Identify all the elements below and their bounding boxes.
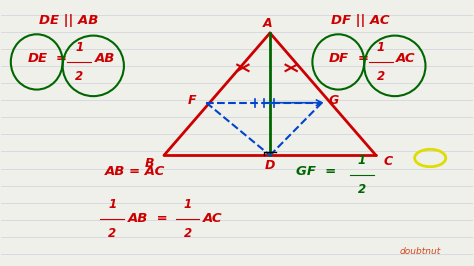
Text: AB: AB	[95, 52, 115, 65]
Text: 1: 1	[108, 198, 116, 211]
Text: 2: 2	[377, 70, 385, 83]
Text: DF || AC: DF || AC	[331, 14, 390, 27]
Text: =: =	[357, 52, 368, 65]
Text: 2: 2	[183, 227, 191, 239]
Text: AB = AC: AB = AC	[105, 165, 165, 178]
Text: 2: 2	[358, 183, 366, 196]
Text: 1: 1	[183, 198, 191, 211]
Text: doubtnut: doubtnut	[400, 247, 441, 256]
Text: GF  =: GF =	[296, 165, 336, 178]
Text: A: A	[263, 17, 273, 30]
Text: AC: AC	[396, 52, 416, 65]
Text: D: D	[265, 159, 275, 172]
Text: C: C	[383, 155, 392, 168]
Text: 1: 1	[377, 41, 385, 54]
Text: DE || AB: DE || AB	[39, 14, 99, 27]
Text: G: G	[328, 94, 339, 107]
Text: B: B	[145, 157, 155, 170]
Text: F: F	[188, 94, 197, 107]
Text: AC: AC	[203, 212, 223, 225]
Text: AB  =: AB =	[128, 212, 168, 225]
Text: 1: 1	[75, 41, 83, 54]
Text: =: =	[55, 52, 66, 65]
Text: 1: 1	[358, 154, 366, 167]
Text: 2: 2	[108, 227, 116, 239]
Text: DF: DF	[329, 52, 349, 65]
Text: 2: 2	[75, 70, 83, 83]
Text: DE: DE	[27, 52, 47, 65]
